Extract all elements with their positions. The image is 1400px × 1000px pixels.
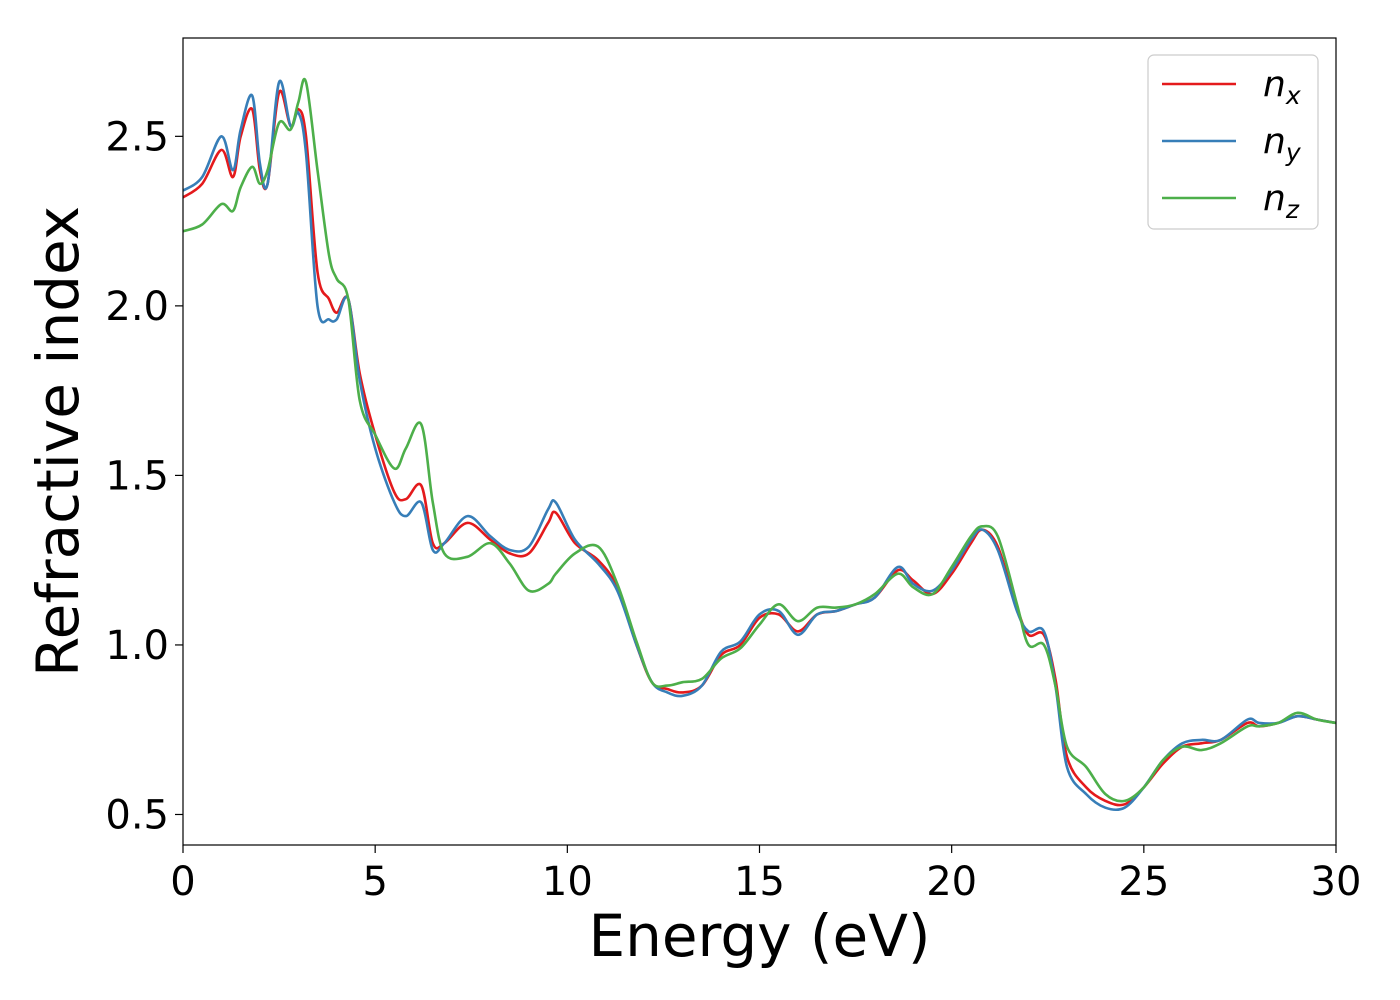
x-axis-ticks: 0 5 10 15 20 25 30 bbox=[170, 845, 1361, 905]
x-tick-label: 25 bbox=[1118, 859, 1169, 905]
x-tick-label: 30 bbox=[1311, 859, 1362, 905]
y-axis-ticks: 0.5 1.0 1.5 2.0 2.5 bbox=[105, 114, 183, 838]
y-axis-title: Refractive index bbox=[24, 206, 92, 677]
x-tick-label: 0 bbox=[170, 859, 195, 905]
y-tick-label: 2.5 bbox=[105, 114, 169, 160]
legend-label-subscript: z bbox=[1285, 195, 1300, 224]
legend-label: ny bbox=[1263, 121, 1302, 167]
series-line-nx bbox=[183, 89, 1336, 807]
x-tick-label: 20 bbox=[926, 859, 977, 905]
legend-label: nx bbox=[1263, 64, 1301, 110]
series-line-nz bbox=[183, 78, 1336, 803]
legend-label-subscript: x bbox=[1285, 81, 1301, 110]
series-line-ny bbox=[183, 79, 1336, 812]
y-tick-label: 1.0 bbox=[105, 623, 169, 669]
y-tick-label: 2.0 bbox=[105, 284, 169, 330]
legend-label: nz bbox=[1263, 178, 1300, 224]
series-layer bbox=[183, 78, 1336, 812]
x-tick-label: 15 bbox=[734, 859, 785, 905]
x-tick-label: 5 bbox=[362, 859, 387, 905]
y-tick-label: 1.5 bbox=[105, 453, 169, 499]
legend-label-base: n bbox=[1263, 178, 1286, 219]
legend-label-base: n bbox=[1263, 121, 1286, 162]
y-tick-label: 0.5 bbox=[105, 792, 169, 838]
x-axis-title: Energy (eV) bbox=[588, 902, 930, 970]
x-tick-label: 10 bbox=[542, 859, 593, 905]
legend-label-subscript: y bbox=[1285, 138, 1302, 167]
legend-label-base: n bbox=[1263, 64, 1286, 105]
